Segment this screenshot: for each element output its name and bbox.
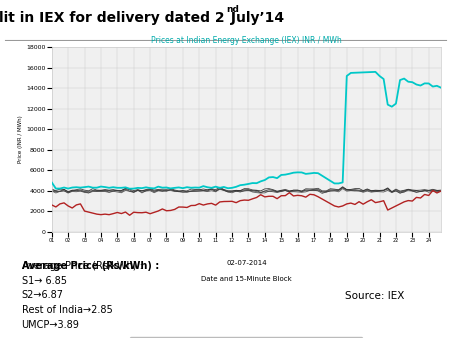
Text: Source: IEX: Source: IEX bbox=[345, 291, 404, 301]
Y-axis label: Price (INR / MWh): Price (INR / MWh) bbox=[18, 116, 23, 163]
Text: Average Price (Rs/kWh) :: Average Price (Rs/kWh) : bbox=[22, 261, 159, 271]
Title: Prices at Indian Energy Exchange (IEX) INR / MWh: Prices at Indian Energy Exchange (IEX) I… bbox=[151, 36, 342, 45]
Text: 3 Way Market Split in IEX for delivery dated 2: 3 Way Market Split in IEX for delivery d… bbox=[0, 11, 225, 25]
Text: July’14: July’14 bbox=[226, 11, 284, 25]
Text: Average Price (Rs/kWh) :
S1→ 6.85
S2→6.87
Rest of India→2.85
UMCP→3.89: Average Price (Rs/kWh) : S1→ 6.85 S2→6.8… bbox=[22, 261, 143, 330]
Text: Date and 15-Minute Block: Date and 15-Minute Block bbox=[201, 276, 292, 282]
Text: nd: nd bbox=[226, 5, 239, 14]
Text: 02-07-2014: 02-07-2014 bbox=[226, 260, 267, 266]
Legend: A1 - Value1, E1 - Value1, N1 - Value1, M3 - Value1, S2 - Value1, M2 - Value1, A2: A1 - Value1, E1 - Value1, N1 - Value1, M… bbox=[130, 337, 362, 338]
